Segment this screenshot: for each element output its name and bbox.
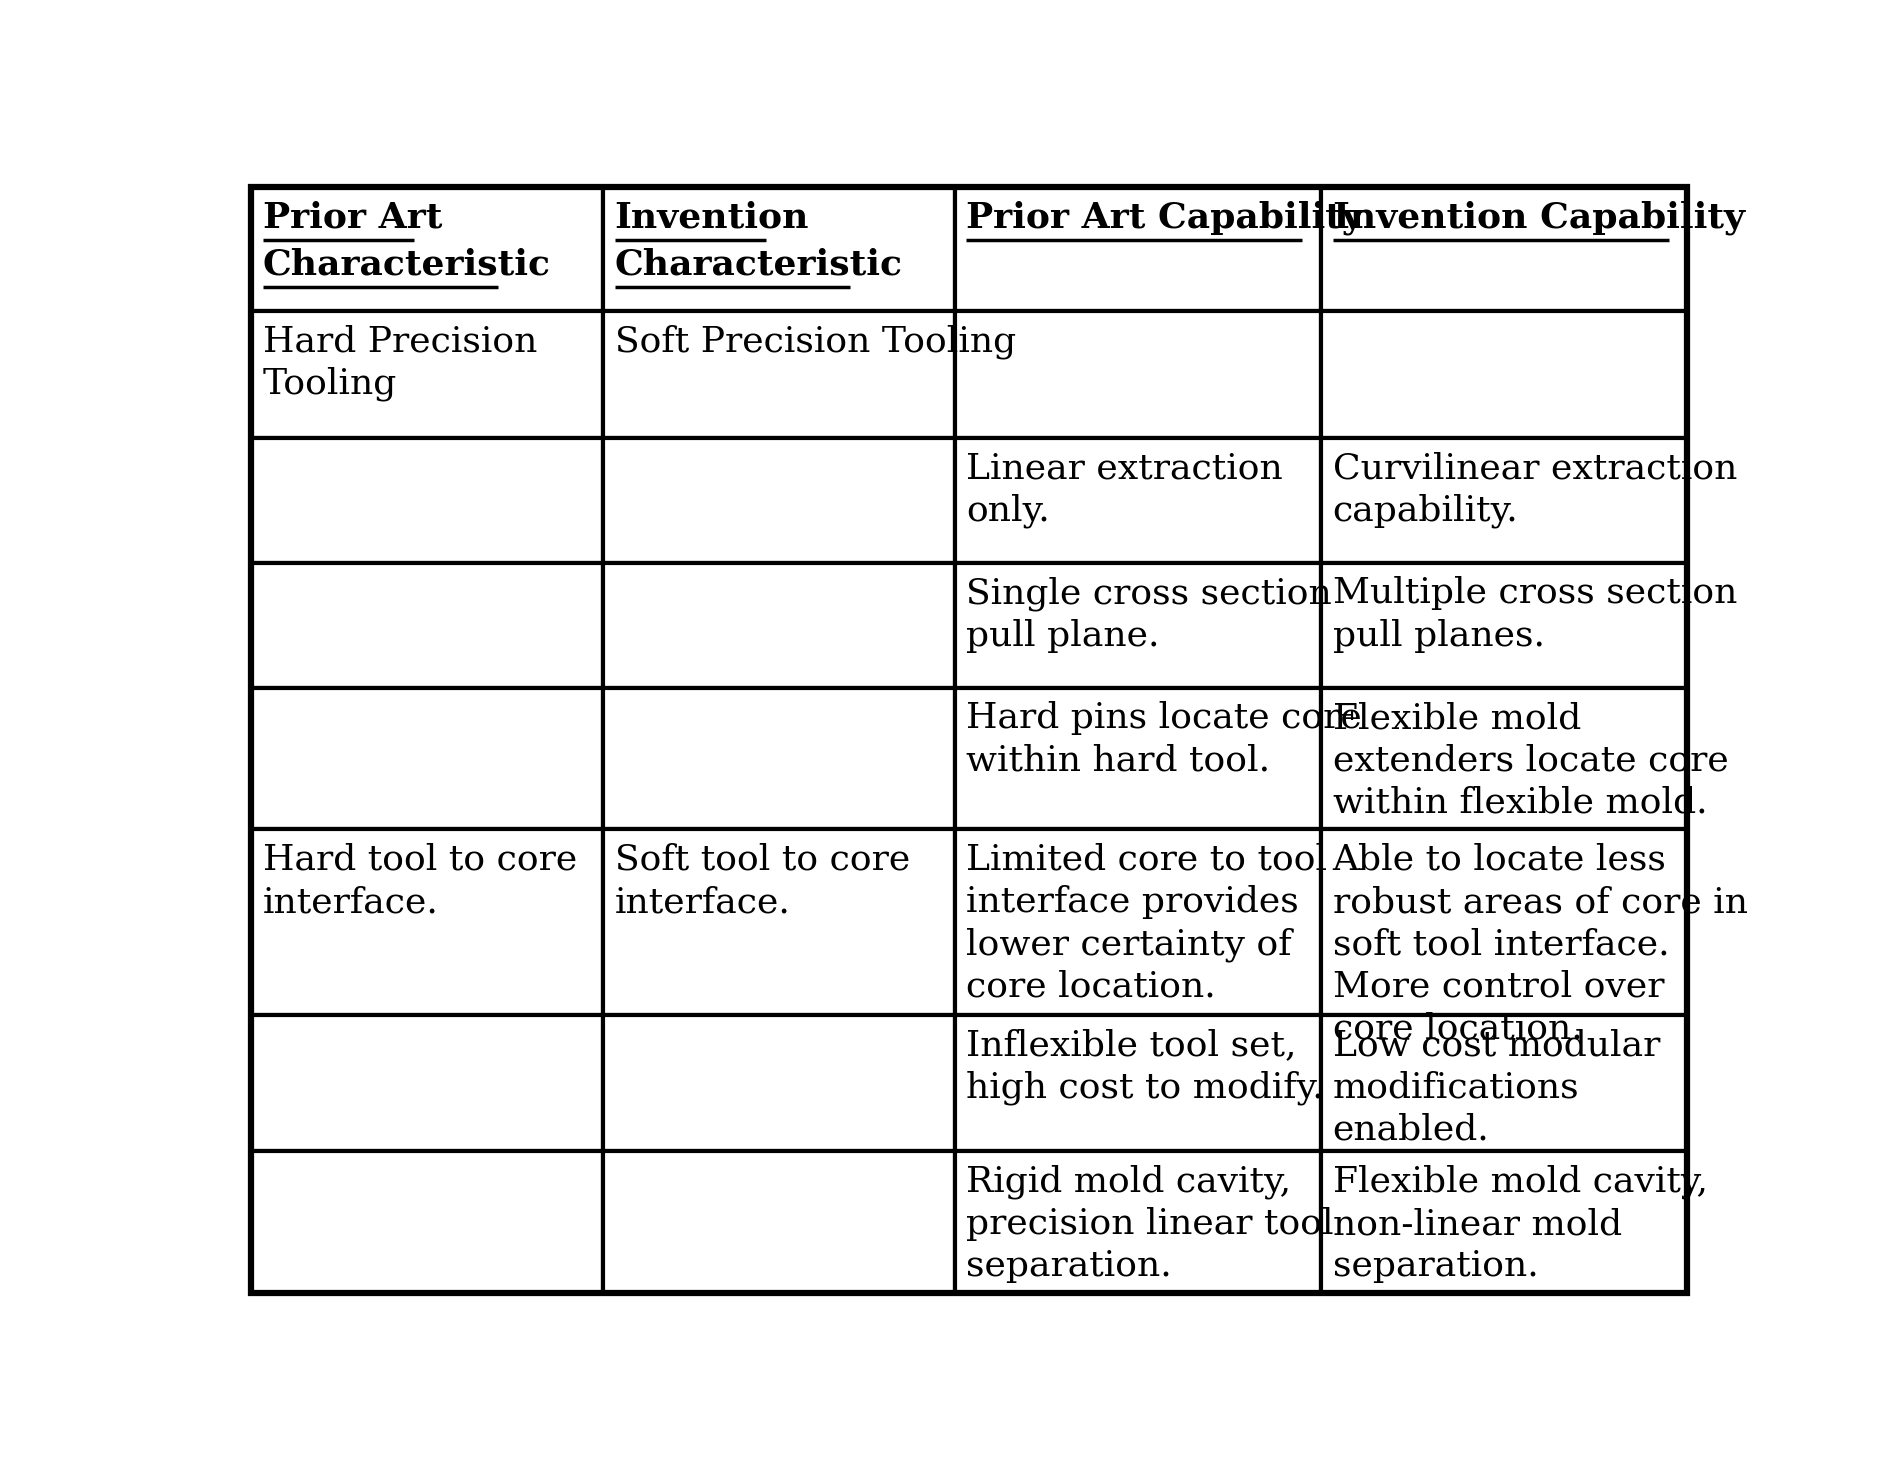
Bar — [252, 829, 603, 1015]
Bar — [1322, 1015, 1687, 1151]
Text: Linear extraction
only.: Linear extraction only. — [966, 451, 1284, 529]
Text: Hard pins locate core
within hard tool.: Hard pins locate core within hard tool. — [966, 702, 1362, 778]
Bar — [252, 311, 603, 438]
Text: Rigid mold cavity,
precision linear tool
separation.: Rigid mold cavity, precision linear tool… — [966, 1165, 1335, 1283]
Bar — [955, 438, 1322, 563]
Bar — [603, 438, 955, 563]
Bar — [252, 563, 603, 689]
Text: Low cost modular
modifications
enabled.: Low cost modular modifications enabled. — [1333, 1028, 1660, 1147]
Text: Able to locate less
robust areas of core in
soft tool interface.
More control ov: Able to locate less robust areas of core… — [1333, 842, 1747, 1046]
Bar — [955, 1151, 1322, 1292]
Bar — [252, 1151, 603, 1292]
Bar — [955, 1015, 1322, 1151]
Text: Limited core to tool
interface provides
lower certainty of
core location.: Limited core to tool interface provides … — [966, 842, 1327, 1004]
Bar — [603, 829, 955, 1015]
Bar — [955, 188, 1322, 311]
Bar — [252, 438, 603, 563]
Bar — [1322, 438, 1687, 563]
Bar — [603, 1151, 955, 1292]
Text: Invention: Invention — [615, 201, 809, 234]
Text: Soft Precision Tooling: Soft Precision Tooling — [615, 324, 1015, 359]
Bar — [603, 1015, 955, 1151]
Bar — [603, 188, 955, 311]
Text: Prior Art: Prior Art — [263, 201, 442, 234]
Bar — [603, 563, 955, 689]
Text: Inflexible tool set,
high cost to modify.: Inflexible tool set, high cost to modify… — [966, 1028, 1324, 1105]
Bar — [1322, 1151, 1687, 1292]
Bar — [955, 563, 1322, 689]
Text: Curvilinear extraction
capability.: Curvilinear extraction capability. — [1333, 451, 1738, 529]
Bar — [603, 689, 955, 829]
Text: Prior Art Capability: Prior Art Capability — [966, 201, 1363, 234]
Bar — [252, 1015, 603, 1151]
Text: Multiple cross section
pull planes.: Multiple cross section pull planes. — [1333, 577, 1738, 652]
Text: Flexible mold cavity,
non-linear mold
separation.: Flexible mold cavity, non-linear mold se… — [1333, 1165, 1708, 1283]
Bar — [1322, 829, 1687, 1015]
Bar — [252, 689, 603, 829]
Text: Characteristic: Characteristic — [615, 248, 902, 281]
Bar — [603, 311, 955, 438]
Text: Invention Capability: Invention Capability — [1333, 201, 1745, 234]
Bar — [1322, 563, 1687, 689]
Text: Soft tool to core
interface.: Soft tool to core interface. — [615, 842, 910, 919]
Bar — [1322, 188, 1687, 311]
Bar — [1322, 311, 1687, 438]
Bar — [955, 829, 1322, 1015]
Text: Flexible mold
extenders locate core
within flexible mold.: Flexible mold extenders locate core with… — [1333, 702, 1728, 819]
Bar — [955, 689, 1322, 829]
Text: Characteristic: Characteristic — [263, 248, 550, 281]
Text: Hard Precision
Tooling: Hard Precision Tooling — [263, 324, 537, 401]
Bar — [1322, 689, 1687, 829]
Text: Hard tool to core
interface.: Hard tool to core interface. — [263, 842, 577, 919]
Bar — [955, 311, 1322, 438]
Text: Single cross section
pull plane.: Single cross section pull plane. — [966, 577, 1333, 653]
Bar — [252, 188, 603, 311]
